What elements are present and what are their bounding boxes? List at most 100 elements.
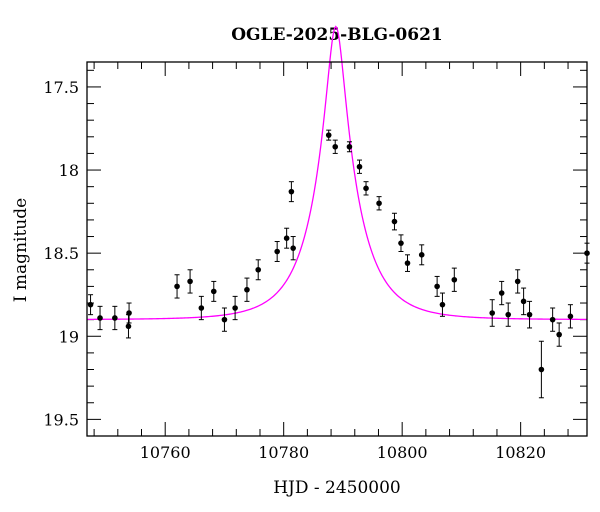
data-point — [187, 278, 193, 285]
axis-ticks — [87, 62, 587, 437]
data-point — [398, 240, 404, 246]
data-point — [112, 315, 118, 321]
data-point — [549, 316, 556, 323]
data-point-group — [439, 292, 446, 317]
data-point-group — [125, 314, 132, 339]
data-point-group — [514, 269, 521, 294]
data-point-group — [174, 274, 180, 299]
data-point-group — [526, 300, 533, 329]
data-point — [288, 188, 295, 195]
data-point — [198, 305, 205, 311]
data-point — [363, 185, 369, 192]
data-point-group — [274, 241, 280, 262]
data-point-group — [187, 269, 193, 294]
data-point-group — [567, 304, 574, 329]
data-point-group — [332, 139, 339, 154]
data-point — [290, 245, 296, 251]
data-point-group — [112, 305, 118, 331]
data-point — [283, 235, 290, 241]
data-point — [97, 315, 103, 321]
data-point — [244, 286, 250, 293]
y-tick-label: 17.5 — [43, 78, 79, 97]
data-point — [418, 252, 425, 258]
data-point-group — [498, 280, 505, 306]
y-tick-labels: 17.5 18 18.5 19 19.5 — [43, 78, 79, 429]
data-point-group — [198, 295, 205, 321]
plot-frame — [86, 61, 588, 437]
data-point — [125, 323, 132, 330]
data-point-group — [126, 302, 132, 324]
data-point — [404, 260, 411, 266]
data-point-group — [556, 322, 562, 347]
data-point-group — [404, 254, 411, 272]
data-point-group — [210, 280, 217, 302]
data-point-group — [363, 181, 369, 196]
data-point — [451, 276, 458, 283]
x-axis-label: HJD - 2450000 — [273, 478, 401, 498]
data-point-group — [398, 234, 404, 252]
data-point — [498, 290, 505, 296]
data-point — [346, 143, 353, 150]
data-point — [376, 200, 382, 207]
data-point — [434, 283, 440, 290]
data-point — [274, 248, 280, 255]
data-point-group — [434, 275, 440, 297]
data-point-group — [505, 302, 512, 327]
data-point-group — [244, 277, 250, 302]
data-point — [255, 266, 262, 273]
data-point-group — [97, 305, 103, 331]
data-point — [391, 218, 398, 225]
data-point — [520, 298, 527, 305]
chart-title: OGLE-2025-BLG-0621 — [231, 25, 443, 45]
data-point-group — [549, 307, 556, 332]
data-point-group — [489, 299, 496, 327]
data-point — [356, 163, 363, 170]
model-curve-group — [86, 25, 588, 321]
data-point — [325, 132, 332, 138]
model-curve — [86, 25, 588, 321]
x-tick-labels: 10760 10780 10800 10820 — [140, 443, 546, 462]
data-point — [567, 313, 574, 320]
data-point — [538, 366, 545, 373]
data-point-group — [325, 129, 332, 141]
data-point — [556, 331, 562, 338]
data-point — [505, 311, 512, 318]
data-point-group — [288, 181, 295, 203]
data-point — [439, 301, 446, 308]
data-point — [174, 283, 180, 290]
data-point-group — [255, 259, 262, 281]
data-point — [126, 310, 132, 316]
x-tick-label: 10800 — [377, 443, 428, 462]
y-tick-label: 19 — [59, 327, 79, 346]
x-tick-label: 10820 — [495, 443, 546, 462]
data-point-group — [391, 212, 398, 231]
data-point-group — [232, 295, 238, 321]
data-point-group — [376, 196, 382, 211]
data-point-group — [520, 287, 527, 316]
y-tick-label: 18.5 — [43, 244, 79, 263]
y-tick-label: 18 — [59, 161, 79, 180]
data-point — [489, 310, 496, 316]
data-point — [514, 278, 521, 285]
data-point-group — [356, 159, 363, 174]
data-point — [332, 143, 339, 150]
data-point-group — [538, 340, 545, 399]
data-point — [210, 288, 217, 295]
data-point-group — [346, 141, 353, 153]
x-tick-label: 10760 — [140, 443, 191, 462]
y-tick-label: 19.5 — [43, 410, 79, 429]
data-point-group — [221, 307, 228, 332]
y-axis-label: I magnitude — [11, 198, 31, 302]
data-point-group — [451, 267, 458, 292]
data-point — [221, 316, 228, 323]
data-point — [526, 311, 533, 318]
x-tick-label: 10780 — [258, 443, 309, 462]
data-point-group — [87, 294, 94, 316]
data-point-group — [290, 236, 296, 261]
data-point-group — [283, 227, 290, 249]
data-point-group — [418, 244, 425, 266]
data-points — [87, 129, 590, 399]
data-point — [232, 305, 238, 311]
data-point — [87, 301, 94, 308]
